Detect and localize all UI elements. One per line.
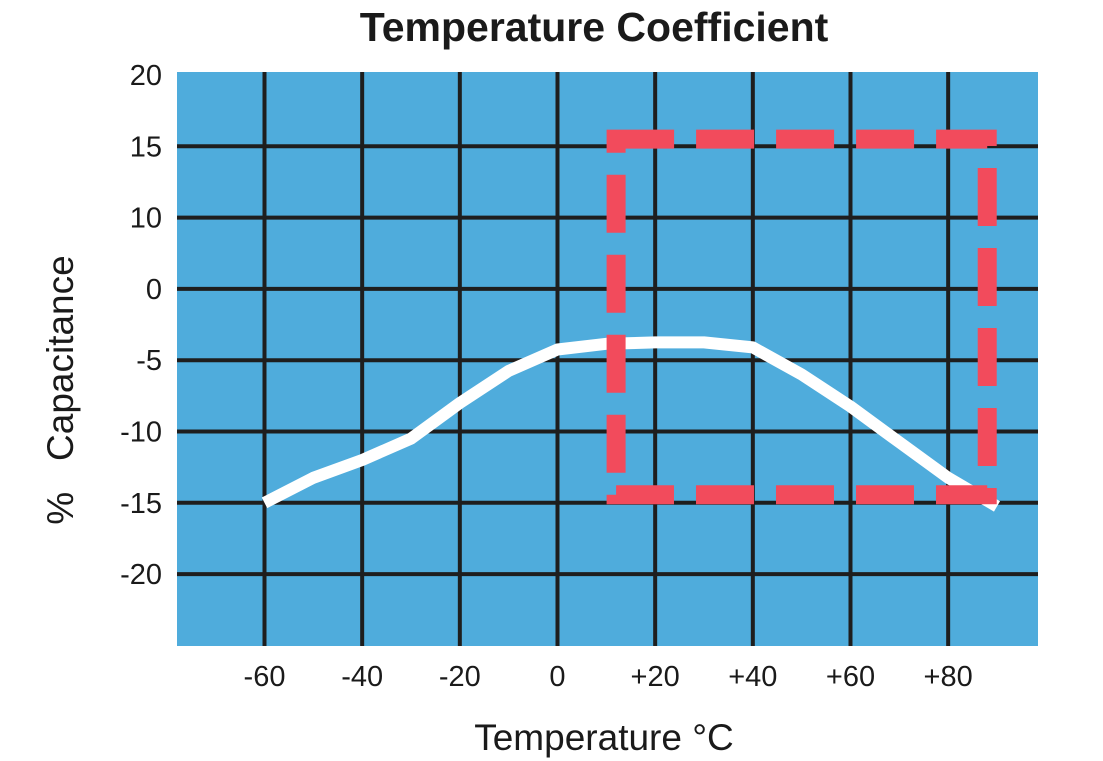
x-tick-label: 0	[549, 661, 565, 693]
y-tick-labels: 20 15 10 0 -5 -10 -15 -20	[120, 60, 162, 591]
x-axis-label: Temperature °C	[474, 717, 734, 758]
spec-box	[606, 129, 997, 505]
x-tick-label: -60	[244, 661, 286, 693]
x-tick-label: -20	[439, 661, 481, 693]
y-tick-label: 10	[130, 203, 162, 235]
x-tick-label: +20	[631, 661, 680, 693]
y-tick-label: -15	[120, 488, 162, 520]
x-tick-labels: -60 -40 -20 0 +20 +40 +60 +80	[244, 661, 973, 693]
y-axis-label: % Capacitance	[40, 255, 81, 524]
y-tick-label: 0	[146, 274, 162, 306]
x-tick-label: -40	[341, 661, 383, 693]
x-tick-label: +60	[826, 661, 875, 693]
y-tick-label: -10	[120, 417, 162, 449]
chart-title: Temperature Coefficient	[359, 4, 829, 50]
y-tick-label: -20	[120, 559, 162, 591]
series-line	[261, 336, 1001, 512]
y-tick-label: 15	[130, 131, 162, 163]
y-tick-label: -5	[136, 345, 162, 377]
y-tick-label: 20	[130, 60, 162, 92]
x-tick-label: +80	[924, 661, 973, 693]
x-tick-label: +40	[728, 661, 777, 693]
